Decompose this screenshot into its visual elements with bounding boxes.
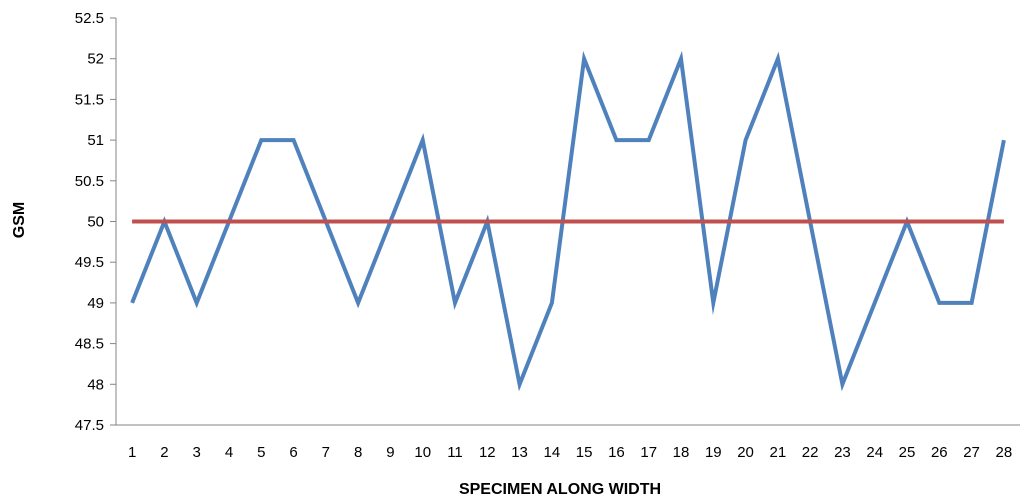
y-tick-label: 49.5 — [75, 254, 104, 271]
x-tick-label: 23 — [834, 444, 851, 461]
y-tick-label: 47.5 — [75, 417, 104, 434]
x-tick-label: 16 — [608, 444, 625, 461]
y-tick-label: 51 — [87, 132, 104, 149]
x-tick-label: 22 — [802, 444, 819, 461]
gsm-series-line — [130, 50, 1006, 392]
x-tick-label: 1 — [128, 444, 136, 461]
series-lines — [130, 50, 1006, 392]
x-tick-label: 14 — [544, 444, 561, 461]
y-tick-label: 50.5 — [75, 173, 104, 190]
x-tick-label: 24 — [866, 444, 883, 461]
x-tick-label: 10 — [414, 444, 431, 461]
x-tick-label: 18 — [673, 444, 690, 461]
y-tick-label: 49 — [87, 295, 104, 312]
x-tick-label: 12 — [479, 444, 496, 461]
x-tick-label: 27 — [963, 444, 980, 461]
x-tick-label: 26 — [931, 444, 948, 461]
y-tick-label: 52.5 — [75, 10, 104, 27]
y-tick-label: 48.5 — [75, 336, 104, 353]
y-tick-labels: 47.5 48 48.5 49 49.5 50 50.5 51 51.5 52 52.5 — [75, 10, 104, 434]
x-tick-label: 15 — [576, 444, 593, 461]
x-tick-label: 2 — [160, 444, 168, 461]
x-tick-label: 13 — [511, 444, 528, 461]
y-tick-label: 51.5 — [75, 91, 104, 108]
x-tick-label: 28 — [996, 444, 1013, 461]
x-tick-label: 25 — [899, 444, 916, 461]
y-axis-title: GSM — [11, 202, 28, 238]
x-tick-label: 4 — [225, 444, 233, 461]
x-tick-label: 17 — [640, 444, 657, 461]
x-tick-labels: 1 2 3 4 5 6 7 8 9 10 11 12 13 14 15 16 17 18 19 20 21 22 23 24 2… — [128, 444, 1012, 461]
y-tick-label: 52 — [87, 51, 104, 68]
x-tick-label: 6 — [289, 444, 297, 461]
x-tick-label: 20 — [737, 444, 754, 461]
x-tick-label: 9 — [386, 444, 394, 461]
y-tick-label: 50 — [87, 214, 104, 231]
x-tick-label: 5 — [257, 444, 265, 461]
x-tick-label: 11 — [447, 444, 463, 461]
y-tick-label: 48 — [87, 376, 104, 393]
x-tick-label: 21 — [770, 444, 787, 461]
chart-axes — [110, 17, 1020, 426]
x-axis-title: SPECIMEN ALONG WIDTH — [459, 481, 661, 498]
x-tick-label: 8 — [354, 444, 362, 461]
x-tick-label: 19 — [705, 444, 722, 461]
x-tick-label: 3 — [193, 444, 201, 461]
x-tick-label: 7 — [322, 444, 330, 461]
